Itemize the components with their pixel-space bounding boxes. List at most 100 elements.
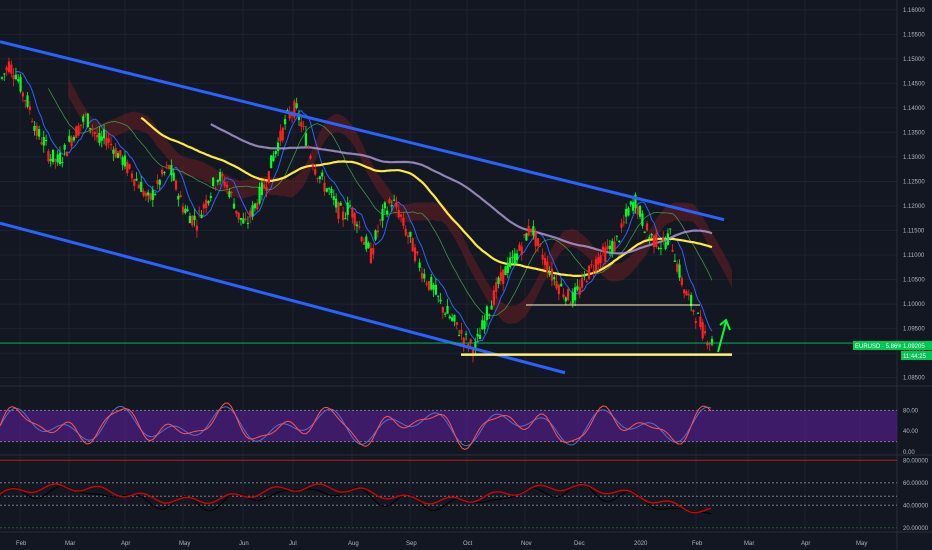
candle-body <box>355 224 359 227</box>
oscillator-band <box>0 410 897 442</box>
candle-body <box>184 208 187 214</box>
candle-body <box>351 207 354 218</box>
candle-body <box>346 202 349 215</box>
candle-body <box>272 155 275 161</box>
candle-body <box>156 180 159 185</box>
candle-body <box>246 222 250 224</box>
candle-body <box>283 119 287 125</box>
candle-body <box>40 142 43 145</box>
candle-body <box>332 196 335 200</box>
candle-body <box>562 294 565 298</box>
candle-body <box>553 277 556 280</box>
candle-body <box>232 203 236 209</box>
candle-body <box>462 337 465 346</box>
osc2-line-a <box>0 482 712 515</box>
candle-body <box>615 235 618 237</box>
candle-body <box>135 178 138 181</box>
annotations <box>0 40 897 375</box>
candle-body <box>583 274 586 277</box>
candle-body <box>692 310 695 312</box>
candle-body <box>100 136 103 141</box>
candle-body <box>490 305 493 310</box>
candle-body <box>239 218 243 220</box>
candle-body <box>386 210 389 215</box>
candle-body <box>128 164 131 169</box>
time-tick-label: Nov <box>521 541 532 547</box>
candle-body <box>172 172 175 181</box>
candle-body <box>58 152 62 165</box>
price-axis: 1.16000 1.15500 1.15000 1.14500 1.14000 1.135… <box>903 8 925 382</box>
candle-body <box>205 199 208 209</box>
candle-body <box>655 233 658 248</box>
candle-body <box>142 190 145 196</box>
osc1-tick-label: 0.00 <box>903 450 915 456</box>
candle-body <box>418 262 421 268</box>
candle-body <box>353 213 356 226</box>
candle-body <box>225 184 229 188</box>
candle-body <box>671 249 674 252</box>
candle-body <box>251 205 254 216</box>
candle-body <box>416 251 419 254</box>
candle-body <box>546 261 549 273</box>
candle-body <box>191 215 194 226</box>
candle-body <box>680 277 683 285</box>
candle-body <box>167 165 171 170</box>
up-arrow <box>717 318 731 353</box>
candle-body <box>198 210 201 212</box>
candle-body <box>613 241 616 252</box>
ma-purple-line <box>210 123 713 255</box>
candle-body <box>89 128 92 130</box>
candle-body <box>302 125 305 127</box>
candle-body <box>455 322 458 325</box>
candle-body <box>636 206 639 215</box>
candle-body <box>281 127 284 141</box>
candle-body <box>174 180 178 190</box>
candlestick-series <box>0 57 714 363</box>
osc1-tick-label: 40.00 <box>903 429 919 435</box>
oscillator-panel-2 <box>0 459 897 529</box>
candle-body <box>79 124 82 126</box>
candle-body <box>7 61 11 73</box>
price-tick-label: 1.08500 <box>903 376 925 382</box>
time-axis[interactable]: Feb Mar Apr May Jun Jul Aug Sep Oct Nov Dec 2020 Feb… <box>16 541 867 547</box>
candle-body <box>337 202 340 219</box>
candle-body <box>599 255 602 263</box>
candle-body <box>476 334 479 337</box>
candle-body <box>26 95 29 107</box>
candle-body <box>369 248 373 264</box>
candle-body <box>641 213 644 226</box>
candle-body <box>411 238 414 252</box>
candle-body <box>453 315 456 322</box>
price-tick-label: 1.12500 <box>903 179 925 185</box>
candle-body <box>230 192 233 194</box>
candle-body <box>574 287 577 301</box>
time-tick-label: 2020 <box>634 541 648 547</box>
candle-body <box>608 245 612 250</box>
candle-body <box>657 247 660 249</box>
candle-body <box>223 181 226 187</box>
candle-body <box>300 121 303 127</box>
candle-body <box>413 247 417 262</box>
candle-body <box>397 209 400 218</box>
candle-body <box>84 114 87 116</box>
candle-body <box>24 100 27 102</box>
cloud-fill <box>68 78 732 324</box>
candle-body <box>383 202 386 209</box>
candle-body <box>632 202 635 211</box>
candle-body <box>372 248 375 255</box>
price-tick-label: 1.10500 <box>903 278 925 284</box>
candle-body <box>696 312 700 314</box>
candle-body <box>460 330 463 334</box>
candle-body <box>393 199 396 201</box>
candle-body <box>527 225 530 236</box>
candle-body <box>151 190 154 200</box>
candle-body <box>70 137 73 147</box>
candle-body <box>149 193 152 200</box>
price-tag: EURUSD · 5.86% 1.09205 11:44:25 <box>853 341 932 360</box>
candle-body <box>263 184 266 189</box>
candle-body <box>664 242 667 249</box>
candle-body <box>286 109 289 111</box>
candle-body <box>659 247 663 249</box>
candle-body <box>567 288 570 301</box>
oscillator-panel-1 <box>0 402 897 451</box>
